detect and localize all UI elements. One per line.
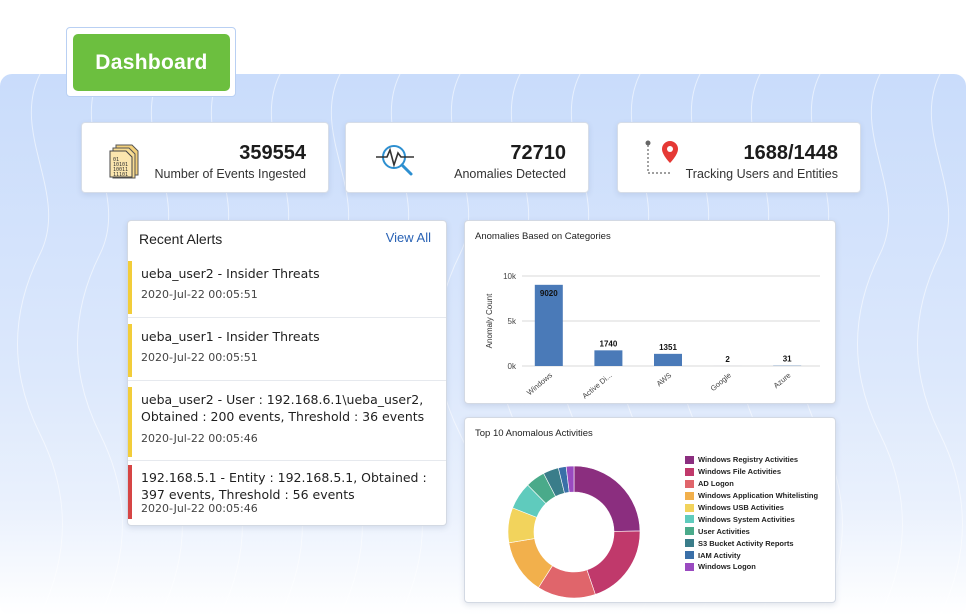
legend-label: AD Logon	[698, 479, 734, 489]
legend-swatch	[685, 562, 694, 571]
stat-card-events: 01 10101 10011 11101 359554 Number of Ev…	[81, 122, 329, 193]
dashboard-button[interactable]: Dashboard	[73, 34, 230, 91]
events-label: Number of Events Ingested	[154, 167, 306, 181]
alert-item[interactable]: ueba_user1 - Insider Threats 2020-Jul-22…	[128, 320, 446, 381]
legend-item[interactable]: Windows Application Whitelisting	[685, 490, 818, 502]
y-axis-label: Anomaly Count	[485, 293, 494, 348]
recent-alerts-title: Recent Alerts	[139, 231, 223, 247]
legend-label: IAM Activity	[698, 550, 741, 560]
legend-item[interactable]: Windows Registry Activities	[685, 454, 818, 466]
legend-item[interactable]: Windows USB Activities	[685, 502, 818, 514]
severity-bar	[128, 387, 132, 457]
bar[interactable]	[654, 353, 682, 366]
legend-item[interactable]: S3 Bucket Activity Reports	[685, 537, 818, 549]
alert-message: ueba_user2 - Insider Threats	[141, 266, 320, 281]
alert-item[interactable]: 192.168.5.1 - Entity : 192.168.5.1, Obta…	[128, 461, 446, 525]
x-tick-label: AWS	[655, 371, 674, 389]
y-tick-label: 5k	[508, 317, 517, 326]
legend-swatch	[685, 479, 694, 488]
severity-bar	[128, 465, 132, 519]
tracking-label: Tracking Users and Entities	[685, 167, 838, 181]
legend-label: User Activities	[698, 526, 750, 536]
pie-chart-title: Top 10 Anomalous Activities	[475, 428, 593, 439]
bar-data-label: 1351	[659, 343, 677, 352]
anomalies-count: 72710	[510, 142, 566, 164]
bar[interactable]	[534, 284, 563, 366]
legend-label: S3 Bucket Activity Reports	[698, 538, 794, 548]
alert-time: 2020-Jul-22 00:05:51	[141, 351, 258, 364]
legend-swatch	[685, 551, 694, 560]
svg-text:01: 01	[113, 157, 119, 163]
legend-label: Windows System Activities	[698, 514, 795, 524]
anomalies-label: Anomalies Detected	[454, 167, 566, 181]
alert-item[interactable]: ueba_user2 - User : 192.168.6.1\ueba_use…	[128, 383, 446, 461]
magnifier-pulse-icon	[374, 139, 414, 179]
legend-label: Windows Registry Activities	[698, 455, 799, 465]
top-anomalous-activities-card: Top 10 Anomalous Activities Windows Regi…	[464, 417, 836, 603]
view-all-link[interactable]: View All	[385, 230, 431, 245]
x-tick-label: Active Di...	[580, 371, 613, 401]
location-pin-icon	[642, 139, 682, 179]
donut-chart	[507, 465, 641, 599]
legend-item[interactable]: IAM Activity	[685, 549, 818, 561]
legend-item[interactable]: Windows File Activities	[685, 466, 818, 478]
pie-legend: Windows Registry Activities Windows File …	[685, 454, 818, 573]
y-tick-label: 10k	[503, 272, 517, 281]
alert-time: 2020-Jul-22 00:05:46	[141, 502, 258, 515]
legend-item[interactable]: Windows Logon	[685, 561, 818, 573]
y-tick-label: 0k	[508, 362, 517, 371]
donut-slice[interactable]	[573, 465, 641, 532]
bar-data-label: 2	[725, 355, 730, 364]
legend-label: Windows Application Whitelisting	[698, 491, 819, 501]
legend-swatch	[685, 515, 694, 524]
bar-chart: Anomaly Count 0k 5k 10k 9020 Windows 1740 Acti…	[485, 272, 820, 401]
tracking-count: 1688/1448	[743, 142, 838, 164]
x-tick-label: Azure	[772, 371, 793, 390]
legend-swatch	[685, 467, 694, 476]
legend-swatch	[685, 527, 694, 536]
legend-swatch	[685, 491, 694, 500]
bar-data-label: 9020	[540, 289, 558, 298]
svg-text:10011: 10011	[113, 167, 128, 173]
legend-label: Windows USB Activities	[698, 503, 784, 512]
legend-swatch	[685, 455, 694, 464]
donut-slice[interactable]	[565, 465, 575, 493]
x-tick-label: Windows	[525, 370, 554, 397]
alert-time: 2020-Jul-22 00:05:51	[141, 288, 258, 301]
binary-file-icon: 01 10101 10011 11101	[106, 139, 146, 179]
donut-slice[interactable]	[586, 530, 641, 595]
bar-chart-title: Anomalies Based on Categories	[475, 231, 611, 242]
legend-swatch	[685, 503, 694, 512]
anomalies-by-category-card: Anomalies Based on Categories Anomaly Co…	[464, 220, 836, 404]
dashboard-button-frame: Dashboard	[66, 27, 236, 97]
severity-bar	[128, 261, 132, 314]
legend-item[interactable]: Windows System Activities	[685, 513, 818, 525]
legend-item[interactable]: AD Logon	[685, 478, 818, 490]
legend-item[interactable]: User Activities	[685, 525, 818, 537]
alert-message: 192.168.5.1 - Entity : 192.168.5.1, Obta…	[141, 470, 427, 502]
events-count: 359554	[239, 142, 306, 164]
stat-card-tracking: 1688/1448 Tracking Users and Entities	[617, 122, 861, 193]
bar[interactable]	[594, 350, 623, 366]
alert-item[interactable]: ueba_user2 - Insider Threats 2020-Jul-22…	[128, 257, 446, 318]
bar-data-label: 31	[783, 355, 792, 364]
severity-bar	[128, 324, 132, 377]
svg-text:10101: 10101	[113, 162, 128, 168]
stat-card-anomalies: 72710 Anomalies Detected	[345, 122, 589, 193]
alert-message: ueba_user2 - User : 192.168.6.1\ueba_use…	[141, 392, 425, 424]
legend-label: Windows File Activities	[698, 467, 782, 477]
bar-data-label: 1740	[600, 339, 618, 348]
alert-message: ueba_user1 - Insider Threats	[141, 329, 320, 344]
legend-swatch	[685, 539, 694, 548]
alert-time: 2020-Jul-22 00:05:46	[141, 432, 258, 445]
x-tick-label: Google	[709, 371, 733, 393]
svg-text:11101: 11101	[113, 172, 128, 178]
recent-alerts-card: Recent Alerts View All ueba_user2 - Insi…	[127, 220, 447, 526]
legend-label: Windows Logon	[698, 562, 756, 572]
